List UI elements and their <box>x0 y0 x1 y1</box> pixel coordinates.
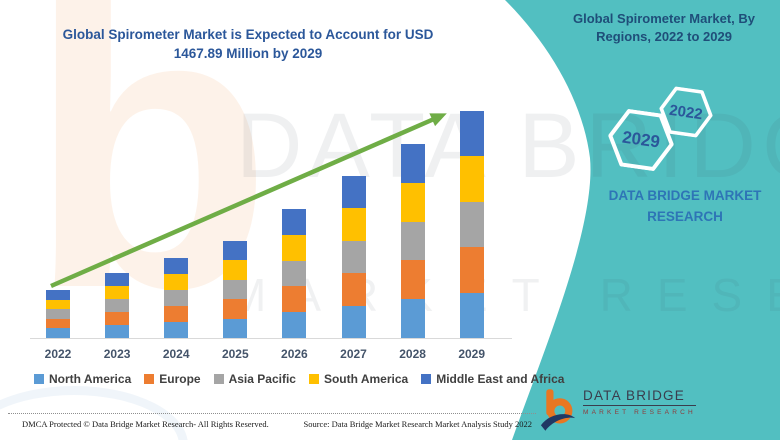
chart-headline: Global Spirometer Market is Expected to … <box>62 27 434 61</box>
bar-2027 <box>341 175 366 338</box>
x-axis-labels: 2022 2023 2024 2025 2026 2027 2028 2029 <box>30 347 512 363</box>
x-axis-label-2023: 2023 <box>103 347 131 361</box>
bar-2029 <box>459 111 484 338</box>
bar-segment <box>164 290 189 307</box>
bar-segment <box>164 274 189 291</box>
bar-segment <box>400 144 425 183</box>
x-axis-label-2025: 2025 <box>221 347 249 361</box>
bar-2026 <box>282 209 307 338</box>
legend-swatch-icon <box>144 374 155 384</box>
bar-segment <box>341 305 366 338</box>
bar-2023 <box>105 273 130 338</box>
bar-segment <box>341 208 366 241</box>
bar-segment <box>341 240 366 274</box>
trend-arrow-line <box>50 113 447 289</box>
legend-swatch-icon <box>34 374 44 384</box>
legend-swatch-icon <box>308 374 319 384</box>
legend-label: Asia Pacific <box>228 372 296 386</box>
bar-segment <box>341 273 366 306</box>
bar-segment <box>105 286 130 300</box>
bar-segment <box>164 322 189 338</box>
bar-segment <box>164 258 189 275</box>
bar-segment <box>46 318 70 329</box>
side-panel-title: Global Spirometer Market, By Regions, 20… <box>572 11 756 45</box>
bar-segment <box>282 260 307 287</box>
x-axis-label-2029: 2029 <box>458 347 486 361</box>
legend-item: South America <box>308 372 409 386</box>
x-axis-label-2026: 2026 <box>281 347 308 361</box>
bar-segment <box>459 201 484 248</box>
bar-segment <box>459 156 484 202</box>
bar-2022 <box>46 290 70 338</box>
bar-segment <box>282 312 307 338</box>
bar-segment <box>164 306 189 323</box>
hexagon-2022: 2022 <box>656 84 716 139</box>
x-axis-label-2024: 2024 <box>162 347 190 361</box>
bar-segment <box>400 221 425 261</box>
data-bridge-logo: DATA BRIDGE MARKET RESEARCH <box>540 388 696 432</box>
bar-segment <box>105 273 130 287</box>
bar-segment <box>223 260 248 280</box>
stacked-bar-plot <box>30 100 512 339</box>
hexagon-2029: 2029 <box>604 107 677 174</box>
bar-segment <box>282 209 307 235</box>
x-axis-label-2028: 2028 <box>399 347 426 361</box>
bar-2024 <box>164 258 189 338</box>
legend-label: North America <box>49 372 132 386</box>
bar-segment <box>46 309 70 319</box>
bar-segment <box>223 241 248 261</box>
legend-label: Middle East and Africa <box>436 372 565 386</box>
bar-segment <box>105 312 130 326</box>
legend-label: Europe <box>159 372 201 386</box>
legend-item: North America <box>34 372 131 386</box>
logo-text-block: DATA BRIDGE MARKET RESEARCH <box>583 388 696 416</box>
footer-source-text: Source: Data Bridge Market Research Mark… <box>303 419 532 429</box>
legend-label: South America <box>323 372 409 386</box>
bar-2025 <box>223 241 248 338</box>
bar-segment <box>46 328 70 338</box>
footer-dmca-text: DMCA Protected © Data Bridge Market Rese… <box>22 419 269 429</box>
bar-segment <box>223 318 248 338</box>
bar-2028 <box>400 144 425 338</box>
bar-segment <box>282 286 307 313</box>
x-axis-label-2022: 2022 <box>44 347 72 361</box>
bar-segment <box>341 175 366 209</box>
bar-segment <box>459 111 484 157</box>
x-axis-label-2027: 2027 <box>340 347 367 361</box>
hexagon-outline-icon <box>608 109 674 171</box>
bar-segment <box>105 325 130 338</box>
legend-swatch-icon <box>421 374 432 384</box>
legend-item: Europe <box>144 372 201 386</box>
logo-subtitle: MARKET RESEARCH <box>583 409 696 416</box>
x-axis-line <box>30 338 512 339</box>
bar-segment <box>46 299 70 310</box>
legend-item: Middle East and Africa <box>421 372 564 386</box>
bar-segment <box>46 290 70 300</box>
data-bridge-logo-icon <box>540 389 576 431</box>
legend-swatch-icon <box>213 374 224 384</box>
trend-arrow <box>50 113 447 289</box>
bar-segment <box>282 234 307 261</box>
bar-segment <box>400 299 425 338</box>
teal-polygon <box>505 0 780 440</box>
logo-title: DATA BRIDGE <box>583 388 696 406</box>
footer: DMCA Protected © Data Bridge Market Rese… <box>8 413 536 429</box>
bar-segment <box>223 279 248 300</box>
legend-item: Asia Pacific <box>213 372 296 386</box>
bar-segment <box>105 299 130 313</box>
hexagon-outline-icon <box>659 86 713 138</box>
brand-text: DATA BRIDGE MARKET RESEARCH <box>608 188 762 224</box>
bar-segment <box>459 247 484 293</box>
bar-segment <box>400 260 425 300</box>
bar-segment <box>223 299 248 319</box>
bar-segment <box>400 182 425 222</box>
chart-legend: North America Europe Asia Pacific South Ame… <box>34 372 564 386</box>
bar-segment <box>459 292 484 338</box>
